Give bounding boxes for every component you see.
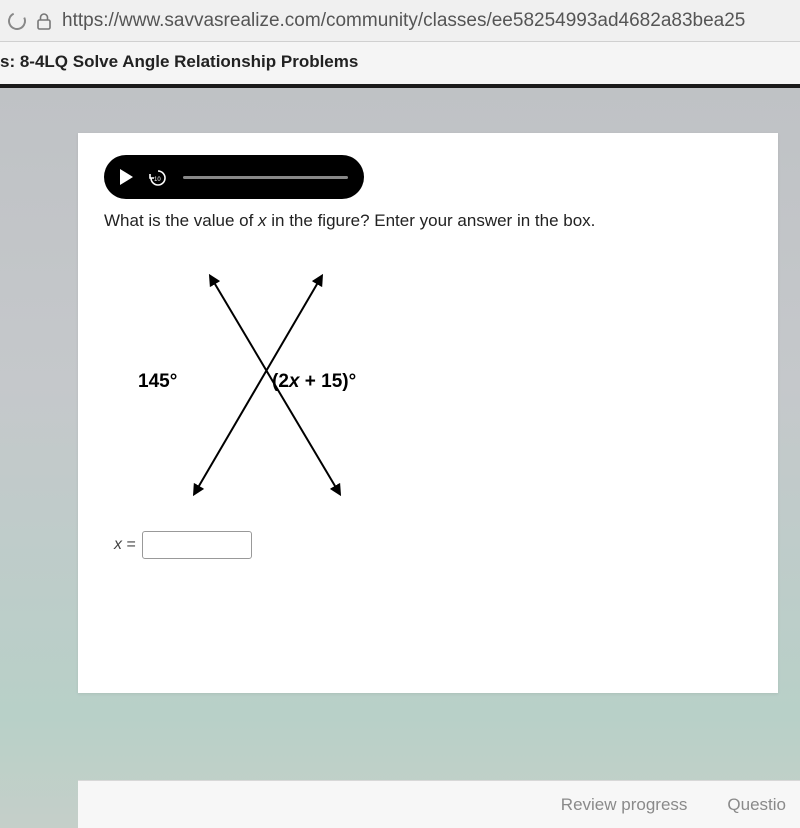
review-progress-button[interactable]: Review progress xyxy=(561,795,688,815)
answer-label: x = xyxy=(114,536,136,554)
play-icon[interactable] xyxy=(120,169,133,185)
url-text[interactable]: https://www.savvasrealize.com/community/… xyxy=(62,10,745,32)
question-nav[interactable]: Questio xyxy=(727,795,786,815)
svg-text:10: 10 xyxy=(154,177,161,183)
question-text: What is the value of x in the figure? En… xyxy=(104,211,752,231)
bottom-bar: Review progress Questio xyxy=(78,780,800,828)
answer-row: x = xyxy=(114,531,752,559)
browser-url-bar: https://www.savvasrealize.com/community/… xyxy=(0,0,800,42)
header-title: s: 8-4LQ Solve Angle Relationship Proble… xyxy=(0,52,358,71)
refresh-icon[interactable] xyxy=(5,9,28,32)
question-suffix: in the figure? Enter your answer in the … xyxy=(267,211,596,230)
angle-label-left: 145° xyxy=(138,371,177,393)
question-variable: x xyxy=(258,211,267,230)
answer-input[interactable] xyxy=(142,531,252,559)
page-background: 10 What is the value of x in the figure?… xyxy=(0,88,800,828)
lock-icon xyxy=(36,12,52,30)
question-prefix: What is the value of xyxy=(104,211,258,230)
angle-label-right: (2x + 15)° xyxy=(272,371,356,393)
rewind-10-icon[interactable]: 10 xyxy=(147,168,169,186)
question-card: 10 What is the value of x in the figure?… xyxy=(78,133,778,693)
progress-track[interactable] xyxy=(183,176,348,179)
page-header: s: 8-4LQ Solve Angle Relationship Proble… xyxy=(0,42,800,88)
angle-figure: 145° (2x + 15)° xyxy=(138,271,458,501)
media-player-pill: 10 xyxy=(104,155,364,199)
